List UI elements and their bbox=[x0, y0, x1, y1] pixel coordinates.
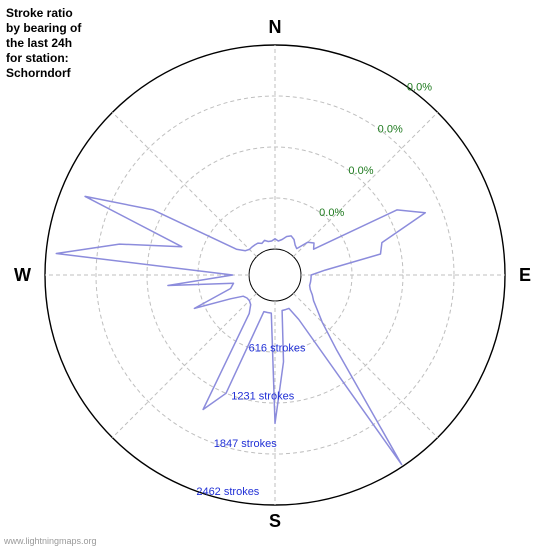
ring-pct-label: 0.0% bbox=[378, 123, 403, 135]
ring-stroke-label: 616 strokes bbox=[249, 342, 306, 354]
direction-label-e: E bbox=[519, 265, 531, 285]
ring-pct-label: 0.0% bbox=[319, 207, 344, 219]
ring-stroke-label: 1847 strokes bbox=[214, 438, 277, 450]
ring-pct-label: 0.0% bbox=[348, 165, 373, 177]
ring-pct-label: 0.0% bbox=[407, 82, 432, 94]
direction-label-n: N bbox=[269, 17, 282, 37]
direction-label-s: S bbox=[269, 511, 281, 531]
grid-group bbox=[45, 45, 505, 505]
series-group bbox=[56, 196, 425, 464]
source-footer: www.lightningmaps.org bbox=[4, 536, 97, 546]
direction-label-w: W bbox=[14, 265, 31, 285]
polar-chart-svg: 0.0% 0.0% 0.0% 0.0% 616 strokes 1231 strokes 1… bbox=[0, 0, 550, 550]
ring-stroke-label: 2462 strokes bbox=[196, 486, 259, 498]
chart-stage: Stroke ratio by bearing of the last 24h … bbox=[0, 0, 550, 550]
ring-stroke-label: 1231 strokes bbox=[231, 390, 294, 402]
